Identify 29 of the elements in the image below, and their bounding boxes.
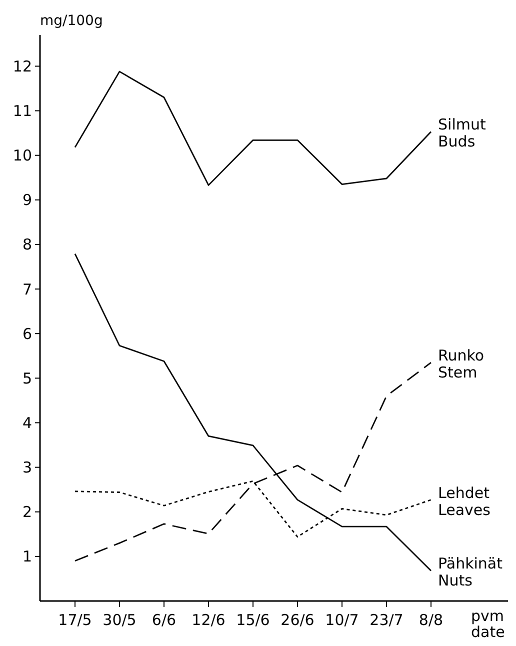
series-label: Lehdet Leaves bbox=[438, 484, 491, 519]
x-tick-label: 30/5 bbox=[102, 611, 136, 629]
y-tick-label: 12 bbox=[12, 57, 32, 76]
x-tick-label: 12/6 bbox=[192, 611, 226, 629]
y-tick-label: 7 bbox=[22, 280, 32, 298]
line-series bbox=[74, 253, 432, 572]
y-tick-label: 4 bbox=[22, 414, 32, 432]
y-tick-label: 5 bbox=[22, 369, 32, 388]
y-tick-label: 2 bbox=[22, 503, 32, 522]
x-tick-label: 23/7 bbox=[370, 611, 404, 629]
x-axis-title: pvm date bbox=[471, 607, 505, 641]
x-tick-label: 6/6 bbox=[152, 611, 176, 629]
x-tick-label: 10/7 bbox=[325, 611, 359, 629]
line-series bbox=[74, 70, 432, 186]
y-tick-label: 6 bbox=[22, 324, 32, 343]
x-tick-label: 15/6 bbox=[236, 611, 270, 629]
x-tick-label: 8/8 bbox=[418, 611, 444, 629]
series-label: Silmut Buds bbox=[438, 116, 486, 151]
x-tick-label: 26/6 bbox=[280, 611, 314, 629]
y-tick-label: 10 bbox=[12, 146, 32, 165]
series-label: Runko Stem bbox=[438, 346, 484, 382]
y-tick-label: 1 bbox=[22, 548, 32, 566]
y-tick-label: 3 bbox=[22, 458, 32, 477]
y-tick-label: 8 bbox=[22, 236, 32, 254]
series-label: Pähkinät Nuts bbox=[438, 554, 503, 590]
x-tick-label: 17/5 bbox=[58, 611, 92, 629]
y-tick-label: 11 bbox=[12, 102, 32, 120]
y-axis-title: mg/100g bbox=[40, 13, 103, 29]
y-tick-label: 9 bbox=[22, 191, 32, 210]
